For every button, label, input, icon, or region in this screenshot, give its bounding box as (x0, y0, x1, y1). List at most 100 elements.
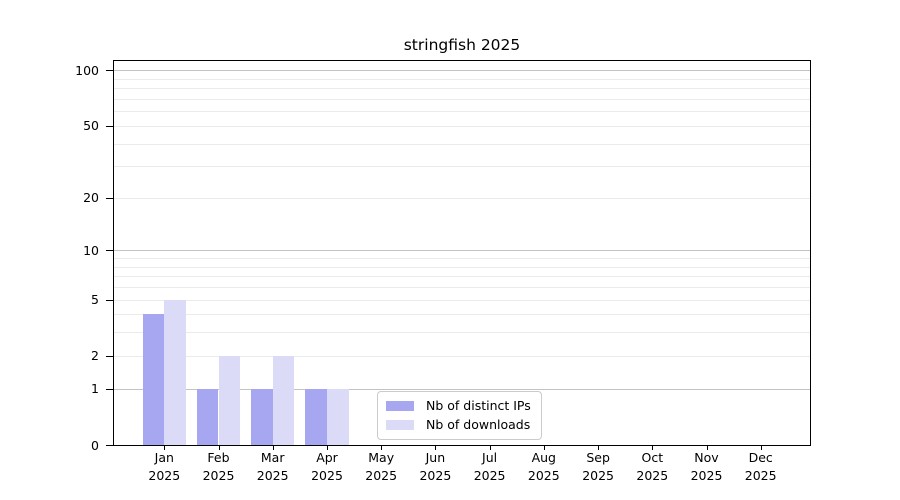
x-tick-year: 2025 (148, 468, 181, 483)
x-tick-sep (598, 446, 600, 450)
legend-swatch-downloads (386, 420, 414, 430)
x-tick-label-apr: Apr 2025 (295, 449, 359, 485)
x-tick-oct (652, 446, 654, 450)
x-tick-month: Oct (641, 450, 664, 465)
x-tick-jan (164, 446, 166, 450)
gridline-minor-9 (114, 258, 810, 259)
x-tick-month: Jun (425, 450, 446, 465)
y-tick-100 (106, 70, 113, 72)
gridline-minor-60 (114, 111, 810, 113)
x-tick-label-jul: Jul 2025 (458, 449, 522, 485)
x-tick-label-feb: Feb 2025 (187, 449, 251, 485)
y-tick-20 (106, 197, 113, 199)
gridline-major-100 (114, 70, 810, 72)
x-tick-year: 2025 (365, 468, 398, 483)
legend-label-downloads: Nb of downloads (426, 417, 531, 432)
gridline-minor-30 (114, 166, 810, 168)
y-tick-label-100: 100 (75, 62, 99, 78)
x-tick-year: 2025 (690, 468, 723, 483)
y-tick-1 (106, 388, 113, 390)
bar-nb-of-distinct-ips-mar (250, 388, 273, 445)
y-tick-0 (106, 445, 113, 446)
bar-nb-of-distinct-ips-jan (142, 314, 165, 445)
gridline-minor-90 (114, 78, 810, 80)
x-tick-year: 2025 (636, 468, 669, 483)
x-tick-year: 2025 (582, 468, 614, 483)
x-tick-jun (435, 446, 437, 450)
x-tick-label-jan: Jan 2025 (132, 449, 196, 485)
y-tick-5 (106, 299, 113, 301)
y-tick-label-50: 50 (83, 118, 99, 134)
x-tick-label-nov: Nov 2025 (675, 449, 739, 485)
bar-nb-of-downloads-apr (327, 388, 349, 445)
legend: Nb of distinct IPs Nb of downloads (377, 391, 542, 440)
x-tick-month: Dec (748, 450, 773, 465)
x-tick-month: Jul (482, 450, 498, 465)
legend-item-distinct-ips: Nb of distinct IPs (386, 398, 531, 414)
gridline-major-10 (114, 250, 810, 252)
x-tick-nov (706, 446, 708, 450)
bar-nb-of-downloads-jan (164, 299, 187, 445)
x-tick-label-oct: Oct 2025 (620, 449, 684, 485)
y-tick-10 (106, 250, 113, 252)
x-tick-month: Sep (586, 450, 610, 465)
x-tick-dec (760, 446, 762, 450)
gridline-minor-80 (114, 88, 810, 90)
bar-nb-of-downloads-mar (272, 355, 295, 445)
x-tick-aug (543, 446, 545, 450)
gridline-minor-6 (114, 287, 810, 288)
gridline-minor-2 (114, 355, 810, 357)
gridline-minor-8 (114, 266, 810, 268)
plot-area (113, 60, 811, 446)
gridline-minor-70 (114, 98, 810, 100)
y-tick-label-5: 5 (91, 292, 99, 307)
legend-swatch-distinct-ips (386, 401, 414, 411)
y-tick-label-0: 0 (91, 437, 99, 453)
x-tick-year: 2025 (744, 468, 777, 483)
x-tick-label-may: May 2025 (349, 449, 413, 485)
y-tick-2 (106, 355, 113, 357)
x-tick-year: 2025 (527, 468, 560, 483)
legend-item-downloads: Nb of downloads (386, 417, 531, 433)
x-tick-year: 2025 (256, 468, 289, 483)
grid-layer (114, 61, 810, 445)
x-tick-month: Aug (531, 450, 556, 465)
x-tick-year: 2025 (202, 468, 235, 483)
legend-label-distinct-ips: Nb of distinct IPs (426, 398, 531, 413)
bar-layer (114, 61, 810, 445)
bar-nb-of-distinct-ips-apr (305, 388, 327, 445)
gridline-minor-4 (114, 314, 810, 316)
x-tick-label-aug: Aug 2025 (512, 449, 576, 485)
x-tick-month: Mar (260, 450, 285, 465)
gridline-minor-5 (114, 299, 810, 301)
gridline-major-1 (114, 388, 810, 390)
y-tick-50 (106, 125, 113, 127)
x-tick-month: Nov (694, 450, 719, 465)
x-tick-jul (489, 446, 491, 450)
x-tick-label-sep: Sep 2025 (566, 449, 630, 485)
x-tick-mar (272, 446, 274, 450)
y-tick-label-1: 1 (91, 381, 99, 397)
gridline-minor-3 (114, 332, 810, 334)
y-tick-label-20: 20 (83, 190, 99, 206)
gridline-minor-20 (114, 197, 810, 199)
gridline-minor-40 (114, 143, 810, 145)
x-tick-year: 2025 (473, 468, 506, 483)
x-tick-apr (327, 446, 328, 450)
x-tick-year: 2025 (311, 468, 343, 483)
x-tick-may (381, 446, 383, 450)
x-tick-year: 2025 (419, 468, 452, 483)
x-tick-month: Jan (154, 450, 174, 465)
x-tick-feb (218, 446, 220, 450)
x-tick-month: Feb (207, 450, 230, 465)
chart-title: stringfish 2025 (403, 36, 521, 54)
x-tick-label-mar: Mar 2025 (241, 449, 305, 485)
y-tick-label-2: 2 (91, 348, 99, 364)
gridline-minor-7 (114, 276, 810, 278)
bar-nb-of-downloads-feb (218, 355, 241, 445)
x-tick-label-dec: Dec 2025 (729, 449, 793, 485)
gridline-minor-50 (114, 125, 810, 127)
bar-nb-of-distinct-ips-feb (196, 388, 219, 445)
x-tick-label-jun: Jun 2025 (403, 449, 467, 485)
